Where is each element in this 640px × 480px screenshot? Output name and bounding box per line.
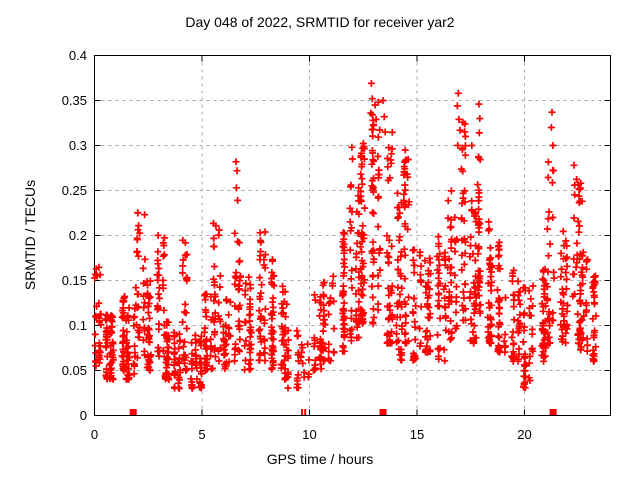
scatter-points-series <box>91 79 600 392</box>
y-tick-label: 0.2 <box>69 228 87 243</box>
y-tick-label: 0.1 <box>69 318 87 333</box>
y-tick-label: 0.15 <box>62 273 87 288</box>
flag-square-marker <box>379 409 387 415</box>
y-tick-label: 0.4 <box>69 48 87 63</box>
flag-dash-marker <box>304 409 307 415</box>
x-tick-label: 5 <box>198 427 205 442</box>
flag-square-marker <box>129 409 137 415</box>
x-tick-label: 20 <box>517 427 531 442</box>
tick-labels: 0 0.05 0.1 0.15 0.2 0.25 0.3 0.35 0.4 0 5 10 15 20 <box>62 48 532 442</box>
x-tick-label: 15 <box>410 427 424 442</box>
y-tick-label: 0.3 <box>69 138 87 153</box>
x-axis-label: GPS time / hours <box>266 451 374 467</box>
x-tick-label: 0 <box>91 427 98 442</box>
y-tick-label: 0.05 <box>62 363 87 378</box>
y-tick-label: 0.35 <box>62 93 87 108</box>
y-tick-label: 0 <box>80 408 87 423</box>
y-tick-label: 0.25 <box>62 183 87 198</box>
flag-dash-marker <box>300 409 303 415</box>
flag-square-marker <box>549 409 557 415</box>
chart-title: Day 048 of 2022, SRMTID for receiver yar… <box>185 14 455 30</box>
axis-flag-markers <box>129 409 557 415</box>
x-tick-label: 10 <box>302 427 316 442</box>
axes-frame <box>94 55 611 416</box>
